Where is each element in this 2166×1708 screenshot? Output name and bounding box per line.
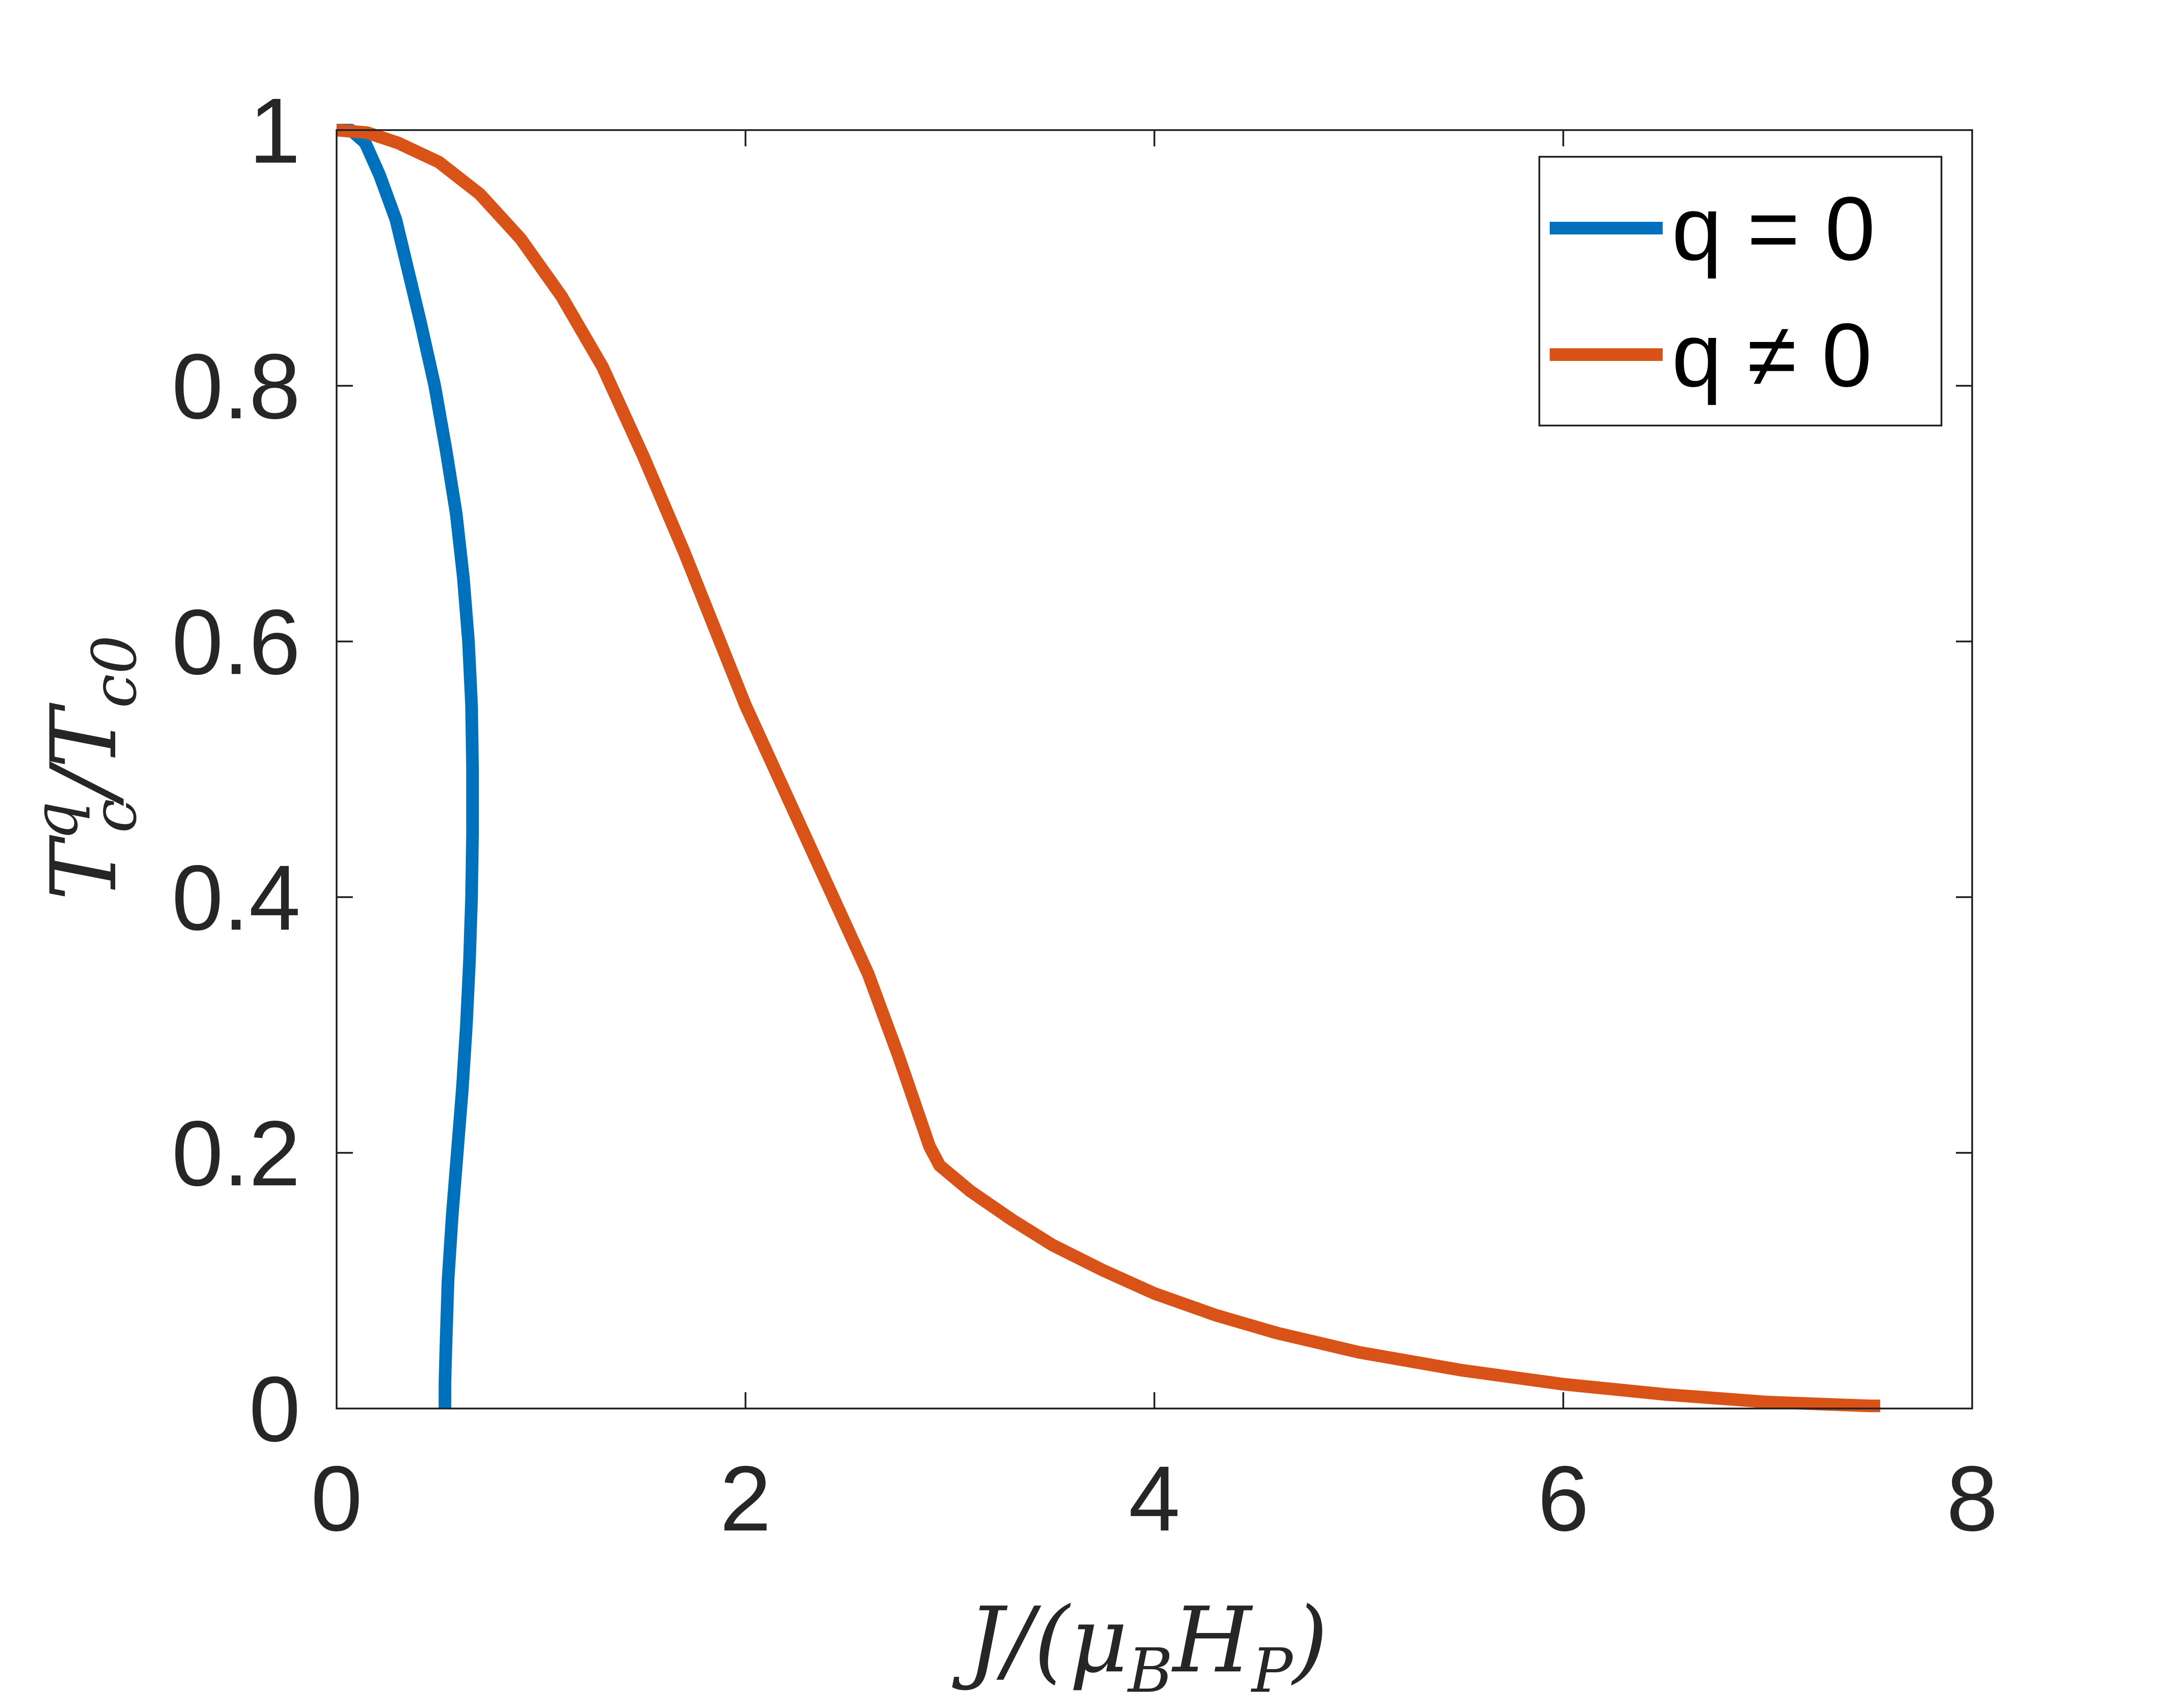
- y-axis-label-sup: q: [20, 801, 91, 840]
- y-axis-label-mid: /T: [32, 702, 137, 806]
- legend: q = 0 q ≠ 0: [1538, 156, 1942, 426]
- x-tick-label: 2: [720, 1447, 771, 1550]
- series-line-q-zero: [337, 124, 479, 1409]
- x-tick-label: 8: [1946, 1447, 1998, 1550]
- x-tick-label: 4: [1129, 1447, 1180, 1550]
- legend-label-q-zero: q = 0: [1672, 178, 1875, 279]
- legend-box: [1538, 156, 1942, 426]
- y-tick-label: 0.6: [172, 590, 300, 694]
- x-axis-label: J/(μBHP): [952, 1588, 1328, 1706]
- y-tick-label: 0.4: [172, 846, 300, 950]
- series-layer: [336, 124, 1880, 1413]
- legend-label-q-nonzero: q ≠ 0: [1672, 305, 1872, 406]
- y-axis-label-sub2: c0: [79, 635, 150, 708]
- y-tick-label: 0.8: [172, 335, 300, 438]
- x-axis-label-sub2: P: [1250, 1635, 1294, 1706]
- y-tick-label: 1: [249, 79, 300, 182]
- x-tick-label: 0: [311, 1447, 362, 1550]
- series-line-q-nonzero: [336, 124, 1880, 1413]
- x-axis-label-mid: H: [1171, 1588, 1253, 1693]
- x-axis-label-sub1: B: [1127, 1635, 1173, 1706]
- y-axis-label: Tqc/Tc0: [20, 635, 150, 901]
- tick-labels: 0 2 4 6 8 0 0.2 0.4 0.6 0.8 1: [172, 79, 1998, 1550]
- x-axis-label-base: J/(μ: [952, 1588, 1128, 1693]
- x-tick-label: 6: [1538, 1447, 1589, 1550]
- y-tick-label: 0: [249, 1357, 300, 1461]
- y-axis-label-sub: c: [79, 799, 150, 833]
- plot-frame: [336, 129, 1973, 1409]
- x-axis-label-end: ): [1291, 1588, 1328, 1693]
- y-tick-label: 0.2: [172, 1102, 300, 1205]
- y-axis-label-base: T: [32, 835, 137, 901]
